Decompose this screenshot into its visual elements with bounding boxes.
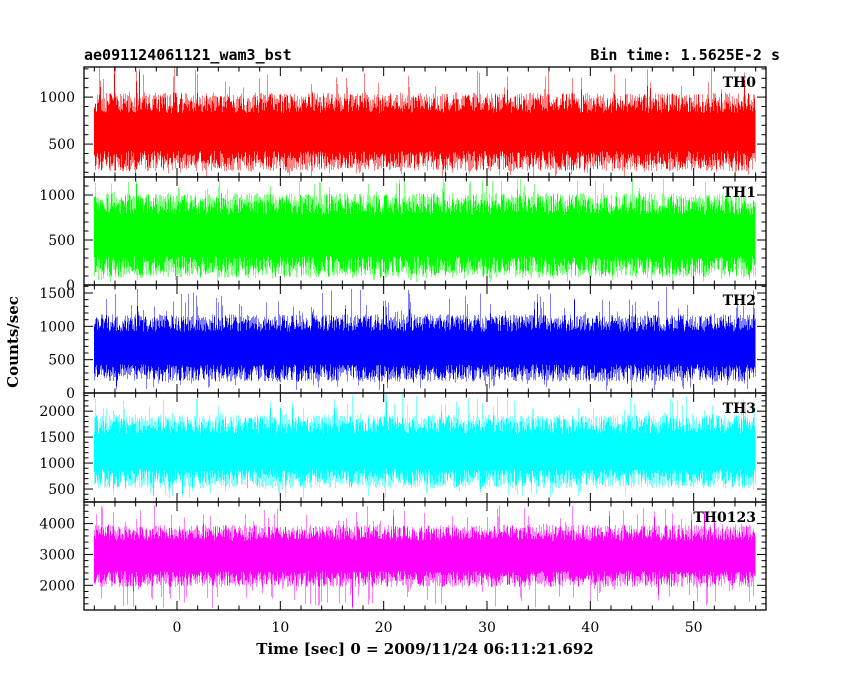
y-tick-label: 500 bbox=[48, 482, 75, 498]
y-tick-label: 1500 bbox=[39, 286, 75, 302]
y-tick-label: 500 bbox=[48, 137, 75, 153]
x-tick-label: 10 bbox=[271, 620, 289, 636]
y-tick-label: 0 bbox=[66, 278, 75, 294]
panel-th0123: 2000 3000 4000 TH0123 bbox=[39, 501, 767, 611]
panel-th0: 500 1000 TH0 bbox=[39, 66, 767, 178]
x-axis-title: Time [sec] 0 = 2009/11/24 06:11:21.692 bbox=[256, 640, 593, 658]
series-th1 bbox=[93, 178, 756, 283]
panel-label-th2: TH2 bbox=[723, 293, 756, 309]
x-tick-label: 20 bbox=[375, 620, 393, 636]
series-th0123 bbox=[93, 505, 756, 609]
plot-title: ae091124061121_wam3_bst bbox=[84, 46, 292, 64]
y-tick-label: 0 bbox=[66, 386, 75, 402]
y-tick-label: 1000 bbox=[39, 456, 75, 472]
panel-label-th3: TH3 bbox=[723, 401, 756, 417]
x-tick-label: 0 bbox=[173, 620, 182, 636]
y-tick-label: 500 bbox=[48, 353, 75, 369]
x-tick-label: 40 bbox=[581, 620, 599, 636]
bin-time-label: Bin time: 1.5625E-2 s bbox=[590, 46, 780, 64]
series-th3 bbox=[93, 393, 756, 499]
panel-label-th1: TH1 bbox=[723, 185, 756, 201]
y-tick-label: 2000 bbox=[39, 578, 75, 594]
y-tick-label: 2000 bbox=[39, 404, 75, 420]
y-tick-label: 1000 bbox=[39, 319, 75, 335]
y-tick-label: 3000 bbox=[39, 547, 75, 563]
y-tick-label: 500 bbox=[48, 233, 75, 249]
x-tick-label: 30 bbox=[478, 620, 496, 636]
y-tick-label: 1500 bbox=[39, 430, 75, 446]
y-tick-label: 1000 bbox=[39, 188, 75, 204]
series-th2 bbox=[93, 287, 756, 391]
panel-label-th0123: TH0123 bbox=[693, 510, 756, 526]
y-tick-label: 1000 bbox=[39, 90, 75, 106]
x-tick-label: 50 bbox=[685, 620, 703, 636]
y-axis-title: Counts/sec bbox=[4, 296, 22, 388]
series-th0 bbox=[93, 67, 756, 177]
y-tick-label: 4000 bbox=[39, 517, 75, 533]
panel-label-th0: TH0 bbox=[723, 75, 757, 91]
